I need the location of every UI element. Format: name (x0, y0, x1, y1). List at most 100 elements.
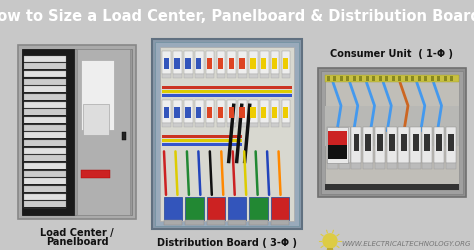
Bar (24, 79, 66, 86)
Bar (399, 128, 409, 164)
Bar (22, 50, 74, 215)
Bar (365, 135, 371, 152)
Bar (24, 186, 66, 193)
Bar (24, 64, 66, 70)
Bar (77, 50, 130, 215)
Bar (444, 77, 447, 82)
Bar (228, 124, 236, 128)
Bar (24, 202, 66, 208)
Bar (342, 135, 348, 152)
Bar (155, 43, 299, 226)
Bar (328, 164, 338, 170)
Bar (261, 58, 266, 70)
Bar (24, 102, 66, 109)
Bar (162, 140, 242, 143)
Bar (271, 75, 279, 79)
Bar (260, 52, 269, 75)
Bar (321, 72, 463, 195)
Bar (218, 58, 223, 70)
Bar (163, 101, 171, 124)
Bar (272, 58, 277, 70)
Bar (24, 108, 66, 109)
Bar (24, 185, 66, 186)
Text: Panelboard: Panelboard (46, 236, 109, 246)
Bar (339, 164, 350, 170)
Bar (24, 171, 66, 177)
Bar (353, 77, 356, 82)
Bar (271, 220, 289, 225)
Bar (327, 248, 333, 250)
Bar (339, 128, 350, 164)
Bar (261, 108, 266, 119)
Bar (206, 75, 214, 79)
Bar (228, 75, 236, 79)
Bar (271, 124, 279, 128)
Bar (282, 75, 290, 79)
Bar (24, 154, 66, 155)
Bar (185, 197, 204, 220)
Bar (228, 220, 246, 225)
Bar (366, 77, 369, 82)
Bar (24, 62, 66, 63)
Bar (173, 52, 182, 75)
Bar (196, 108, 201, 119)
Bar (410, 164, 420, 170)
Bar (271, 101, 279, 124)
Bar (24, 56, 66, 63)
Bar (173, 101, 182, 124)
Bar (24, 94, 66, 101)
Bar (164, 108, 169, 119)
Bar (437, 135, 442, 152)
Bar (217, 52, 225, 75)
Bar (185, 108, 191, 119)
Bar (24, 100, 66, 101)
Bar (431, 77, 434, 82)
Bar (228, 52, 236, 75)
Bar (325, 184, 459, 191)
Bar (24, 118, 66, 124)
Bar (318, 69, 466, 198)
Bar (228, 58, 234, 70)
Bar (351, 128, 362, 164)
Bar (24, 139, 66, 140)
Bar (410, 128, 420, 164)
Bar (24, 133, 66, 139)
Bar (206, 52, 214, 75)
Bar (164, 197, 182, 220)
Bar (238, 75, 247, 79)
Bar (185, 58, 191, 70)
Bar (249, 52, 258, 75)
Bar (24, 125, 66, 132)
Bar (24, 87, 66, 94)
Bar (238, 124, 247, 128)
Bar (152, 40, 302, 229)
Bar (325, 106, 459, 146)
Bar (340, 77, 343, 82)
Bar (413, 135, 419, 152)
Bar (160, 48, 294, 221)
Bar (24, 116, 66, 117)
Bar (195, 52, 203, 75)
Bar (163, 52, 171, 75)
Bar (185, 220, 204, 225)
Bar (238, 52, 247, 75)
Bar (239, 58, 245, 70)
Bar (162, 91, 292, 94)
Bar (363, 128, 373, 164)
Bar (24, 72, 66, 78)
Bar (24, 131, 66, 132)
Bar (206, 101, 214, 124)
Bar (375, 164, 385, 170)
Text: Consumer Unit  ( 1-Φ ): Consumer Unit ( 1-Φ ) (330, 49, 454, 59)
Bar (327, 77, 330, 82)
Bar (207, 108, 212, 119)
Bar (385, 77, 389, 82)
Bar (271, 197, 289, 220)
Bar (425, 77, 428, 82)
Bar (196, 58, 201, 70)
Bar (418, 77, 421, 82)
Bar (377, 135, 383, 152)
Bar (249, 124, 258, 128)
Bar (250, 58, 255, 70)
Bar (173, 124, 182, 128)
